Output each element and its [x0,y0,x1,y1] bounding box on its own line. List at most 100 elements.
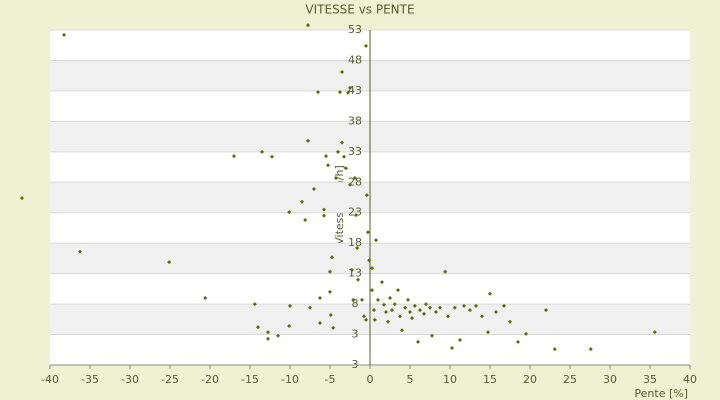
point [418,308,422,313]
y-tick-label: 18 [348,236,362,249]
point [78,249,82,254]
point [322,213,326,218]
point [326,163,330,168]
x-tick-label: 10 [443,373,457,386]
point [62,32,66,37]
point [303,218,308,223]
point [260,149,264,154]
point [446,314,450,319]
point [468,308,472,313]
point [380,280,384,285]
point [488,291,492,296]
y-tick-label: 53 [348,23,362,36]
y-tick-label: 48 [348,53,362,66]
point [331,325,336,330]
point [412,303,417,308]
point [424,302,428,307]
point [516,339,520,344]
point [390,308,394,313]
point [364,317,368,322]
x-tick-label: -15 [241,373,259,386]
point [312,186,316,191]
x-tick-label: 25 [563,373,577,386]
point [452,305,457,310]
y-tick-label: 33 [348,145,362,158]
point [474,303,478,308]
point [403,305,408,310]
point [348,85,352,90]
point [422,311,426,316]
point [416,339,420,344]
y-tick-label: 43 [348,84,362,97]
point [360,297,364,302]
point [588,347,593,352]
point [480,314,484,319]
x-tick-label: 30 [603,373,617,386]
point [346,90,350,95]
point [443,269,448,274]
x-tick-label: 35 [643,373,657,386]
point [20,196,24,201]
point [318,296,322,300]
point [462,303,466,308]
point [350,267,354,272]
point [324,154,328,159]
chart-title: VITESSE vs PENTE [305,3,414,17]
point [338,90,342,95]
point [434,310,438,315]
point [344,166,348,171]
point [287,210,292,215]
point [370,288,374,293]
point [351,297,356,302]
point [408,310,412,315]
y-tick-label: 3 [352,328,359,341]
point [458,338,462,343]
x-axis-label: Pente [%] [634,387,688,400]
point [300,199,304,204]
point [340,70,344,75]
x-tick-label: -5 [325,373,336,386]
point [384,310,388,315]
point [367,258,372,263]
point [342,154,346,159]
point [386,319,390,324]
point [524,331,528,336]
point [306,138,310,143]
point [372,317,377,322]
point [428,305,432,310]
point [316,90,320,95]
x-tick-label: 0 [367,373,374,386]
point [252,302,257,307]
point [287,324,292,329]
point [276,333,280,338]
point [364,193,369,198]
point [330,255,334,260]
point [364,43,368,48]
x-tick-label: -35 [81,373,99,386]
point [438,305,442,310]
point [486,330,490,335]
point [328,269,332,274]
point [396,288,400,293]
point [372,308,376,313]
point [502,303,506,308]
point [508,319,512,324]
x-tick-label: 20 [523,373,537,386]
x-tick-label: 15 [483,373,497,386]
y-tick-label: 13 [348,267,362,280]
point [388,296,392,300]
point [398,314,402,319]
point [354,213,358,218]
point [328,289,332,294]
point [494,310,498,315]
x-tick-label: -30 [121,373,139,386]
x-tick-label: -20 [201,373,219,386]
point [355,246,360,251]
point [167,260,172,265]
point [370,266,374,271]
x-tick-label: -10 [281,373,299,386]
y-tick-label: 38 [348,114,362,127]
point [340,140,344,145]
point [366,230,370,235]
